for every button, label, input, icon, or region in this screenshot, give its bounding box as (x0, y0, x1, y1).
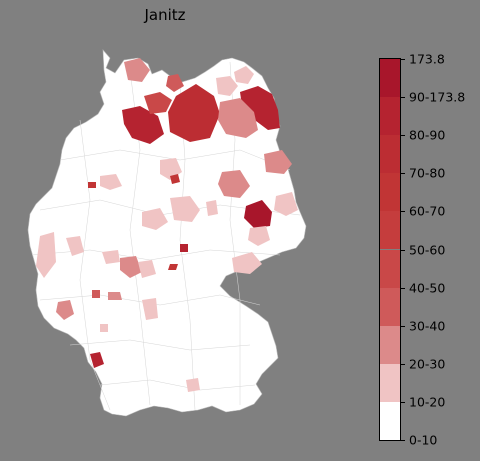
germany-outline (27, 49, 307, 417)
legend-swatch (380, 97, 400, 136)
district-rostock (168, 84, 220, 142)
legend-tick-label: 0-10 (409, 432, 438, 448)
highlighted-districts (36, 58, 298, 392)
district-vorpommern-greifswald (240, 86, 280, 130)
legend-tick-label: 30-40 (409, 318, 446, 334)
legend-swatch (380, 363, 400, 402)
map-title: Janitz (144, 6, 186, 24)
district-hessen (120, 256, 142, 278)
legend-tick-label: 60-70 (409, 203, 446, 219)
legend-swatch (380, 59, 400, 98)
district-th-1 (206, 200, 218, 216)
district-ludwigslust (144, 92, 172, 114)
district-small-red-2 (88, 182, 96, 188)
district-rp-1 (56, 300, 74, 320)
legend-tick-mark (401, 401, 405, 403)
district-rp-2 (92, 290, 100, 298)
district-ns-1 (100, 174, 122, 190)
district-hessen-3 (138, 260, 156, 278)
district-cottbus (244, 200, 272, 228)
district-rp-3 (108, 292, 122, 300)
legend-tick-mark (401, 363, 405, 365)
legend-tick-mark (401, 59, 405, 60)
district-ostholstein (166, 74, 184, 92)
district-small-red-4 (168, 264, 178, 270)
district-frankfurt-oder (274, 192, 298, 216)
legend-tick-mark (401, 249, 405, 251)
district-nordfriesland (124, 58, 150, 82)
district-harz (142, 208, 168, 230)
district-small-red-3 (180, 244, 188, 252)
district-small-red-1 (170, 174, 180, 184)
district-bw-3 (100, 324, 108, 332)
legend-tick-label: 90-173.8 (409, 89, 466, 105)
germany-choropleth-map (27, 49, 307, 417)
legend-tick-label: 10-20 (409, 394, 446, 410)
district-seenplatte (218, 98, 258, 138)
legend-swatch (380, 401, 400, 440)
legend-tick-label: 173.8 (409, 51, 445, 67)
legend-swatch (380, 249, 400, 288)
legend-swatch (380, 287, 400, 326)
legend-swatch (380, 211, 400, 250)
legend-swatch (380, 325, 400, 364)
district-mecklenburg-west (122, 106, 164, 144)
district-ruegen (234, 66, 254, 84)
legend-tick-label: 50-60 (409, 242, 446, 257)
district-uckermark (264, 150, 292, 174)
district-nrw-2 (66, 236, 84, 256)
district-goerlitz (248, 226, 270, 246)
legend-tick-mark (401, 173, 405, 175)
district-nrw-1 (36, 232, 56, 278)
legend-tick-label: 20-30 (409, 356, 446, 372)
district-sa-mid (170, 196, 200, 222)
legend-tick-mark (401, 325, 405, 327)
district-bw-1 (142, 298, 158, 320)
legend-tick-mark (401, 440, 405, 441)
district-by-1 (186, 378, 200, 392)
legend-swatch (380, 135, 400, 174)
district-saxony (232, 252, 262, 274)
district-hessen-2 (102, 250, 120, 264)
legend-tick-label: 40-50 (409, 280, 446, 296)
district-north-east-light (216, 76, 238, 96)
legend-tick-mark (401, 97, 405, 99)
legend-tick-label: 80-90 (409, 127, 446, 143)
legend-tick-label: 70-80 (409, 165, 446, 181)
district-brandenburg-mid (218, 170, 250, 198)
legend-swatch (380, 173, 400, 212)
color-legend-bar (379, 58, 401, 441)
legend-tick-mark (401, 287, 405, 289)
legend-tick-mark (401, 135, 405, 137)
district-bw-2 (90, 352, 104, 368)
legend-tick-mark (401, 211, 405, 213)
